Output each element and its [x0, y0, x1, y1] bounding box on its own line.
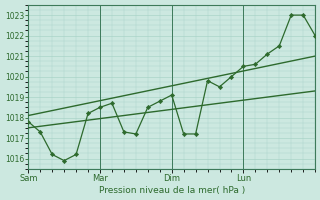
X-axis label: Pression niveau de la mer( hPa ): Pression niveau de la mer( hPa )	[99, 186, 245, 195]
